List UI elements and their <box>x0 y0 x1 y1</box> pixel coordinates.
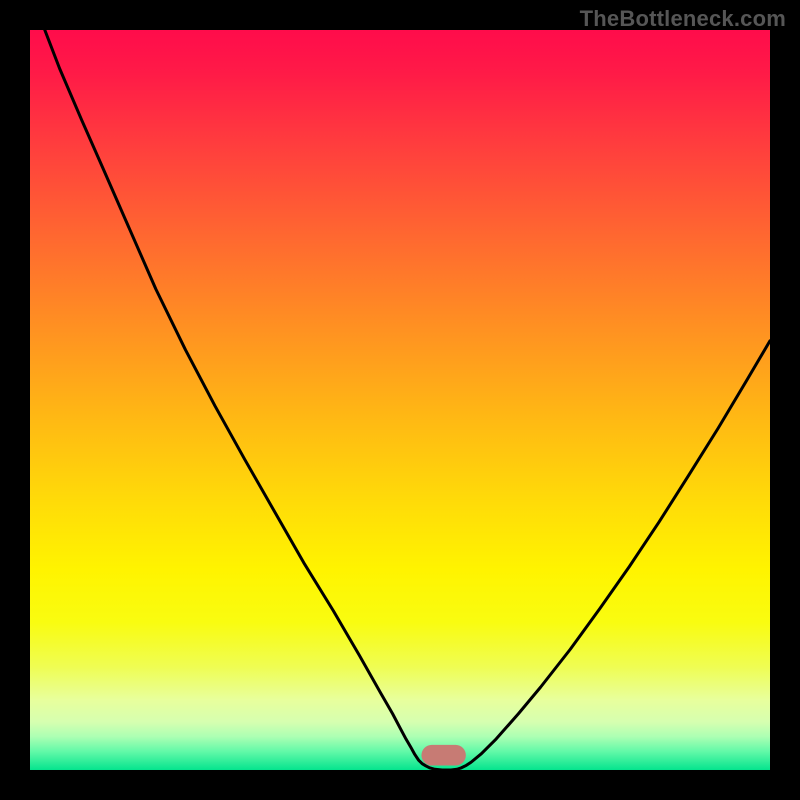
watermark-text: TheBottleneck.com <box>580 6 786 32</box>
optimal-marker <box>421 745 465 766</box>
chart-svg <box>30 30 770 770</box>
gradient-background <box>30 30 770 770</box>
plot-area <box>30 30 770 770</box>
chart-frame: TheBottleneck.com <box>0 0 800 800</box>
